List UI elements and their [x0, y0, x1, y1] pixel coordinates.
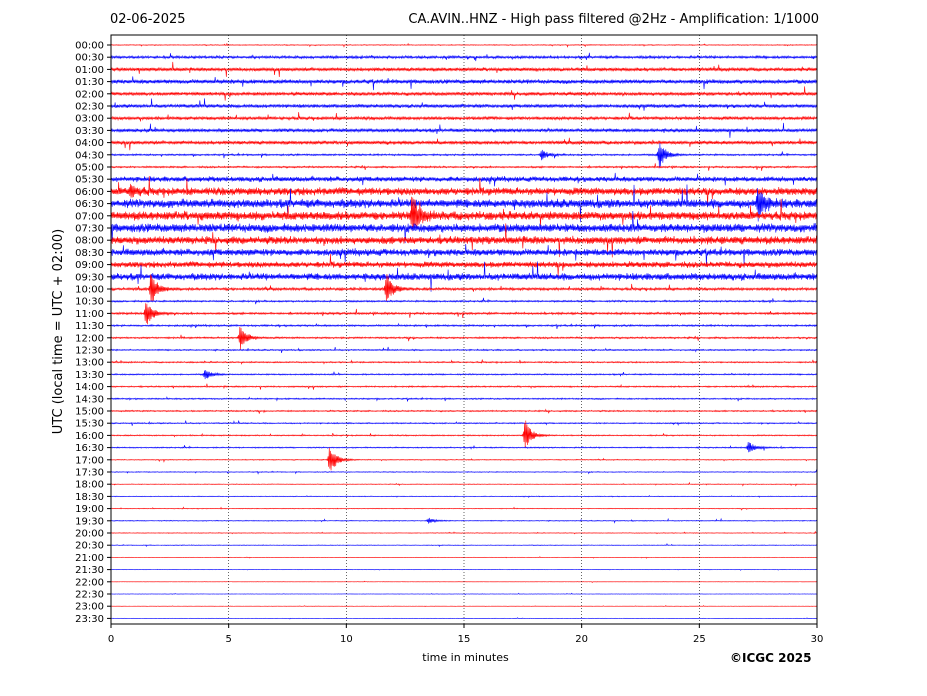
- y-tick-label: 09:00: [75, 260, 104, 271]
- y-tick-label: 17:00: [75, 455, 104, 466]
- y-tick-label: 10:00: [75, 285, 104, 296]
- trace-23:30: [110, 617, 818, 620]
- y-tick-label: 17:30: [75, 468, 104, 479]
- y-tick-label: 10:30: [75, 297, 104, 308]
- chart-title: CA.AVIN..HNZ - High pass filtered @2Hz -…: [408, 12, 819, 27]
- y-tick-label: 02:00: [75, 89, 104, 100]
- y-tick-label: 01:00: [75, 65, 104, 76]
- x-axis-label: time in minutes: [422, 651, 509, 664]
- y-tick-label: 11:00: [75, 309, 104, 320]
- y-tick-label: 16:00: [75, 431, 104, 442]
- trace-17:30: [110, 469, 818, 475]
- trace-18:00: [110, 481, 818, 487]
- trace-07:00: [110, 196, 818, 232]
- y-tick-label: 03:30: [75, 126, 104, 137]
- y-tick-label: 07:00: [75, 211, 104, 222]
- y-tick-label: 16:30: [75, 443, 104, 454]
- x-axis: 0 5 10 15 20 25 30: [108, 624, 824, 645]
- y-tick-label: 04:00: [75, 138, 104, 149]
- x-tick-label: 25: [693, 634, 706, 645]
- x-tick-label: 0: [108, 634, 114, 645]
- trace-01:00: [110, 61, 818, 78]
- y-tick-label: 20:30: [75, 541, 104, 552]
- y-tick-label: 18:00: [75, 480, 104, 491]
- y-tick-label: 06:30: [75, 199, 104, 210]
- y-tick-label: 20:00: [75, 529, 104, 540]
- y-tick-label: 14:30: [75, 394, 104, 405]
- y-tick-label: 23:00: [75, 602, 104, 613]
- y-tick-label: 05:30: [75, 175, 104, 186]
- y-tick-label: 23:30: [75, 614, 104, 625]
- trace-14:30: [110, 396, 818, 402]
- y-tick-label: 13:30: [75, 370, 104, 381]
- trace-15:30: [110, 420, 818, 426]
- y-tick-label: 12:00: [75, 333, 104, 344]
- trace-18:30: [110, 494, 818, 499]
- trace-group: [110, 42, 818, 620]
- y-tick-label: 18:30: [75, 492, 104, 503]
- x-tick-label: 20: [575, 634, 588, 645]
- trace-16:30: [110, 441, 818, 453]
- trace-02:30: [110, 98, 818, 111]
- y-tick-label: 04:30: [75, 150, 104, 161]
- y-tick-label: 01:30: [75, 77, 104, 88]
- y-tick-label: 08:00: [75, 236, 104, 247]
- y-tick-label: 21:00: [75, 553, 104, 564]
- trace-00:30: [110, 52, 818, 62]
- trace-23:00: [110, 605, 818, 608]
- trace-15:00: [110, 408, 818, 414]
- y-tick-label: 05:00: [75, 163, 104, 174]
- y-tick-label: 22:30: [75, 590, 104, 601]
- trace-05:30: [110, 172, 818, 187]
- y-tick-label: 06:00: [75, 187, 104, 198]
- y-tick-label: 21:30: [75, 565, 104, 576]
- trace-01:30: [110, 76, 818, 91]
- x-tick-label: 30: [811, 634, 824, 645]
- y-tick-label: 00:30: [75, 53, 104, 64]
- y-axis-label: UTC (local time = UTC + 02:00): [51, 229, 66, 434]
- y-tick-label: 09:30: [75, 272, 104, 283]
- trace-22:30: [110, 592, 818, 596]
- credit-text: ©ICGC 2025: [730, 651, 812, 665]
- x-tick-label: 5: [225, 634, 231, 645]
- trace-13:00: [110, 359, 818, 365]
- y-tick-label: 22:00: [75, 577, 104, 588]
- y-tick-label: 02:30: [75, 102, 104, 113]
- y-tick-label: 13:00: [75, 358, 104, 369]
- trace-00:00: [110, 42, 818, 48]
- trace-17:00: [110, 447, 818, 471]
- chart-date: 02-06-2025: [110, 12, 186, 27]
- x-tick-label: 10: [340, 634, 353, 645]
- y-tick-label: 07:30: [75, 224, 104, 235]
- y-tick-label: 11:30: [75, 321, 104, 332]
- trace-11:00: [110, 303, 818, 325]
- trace-04:00: [110, 137, 818, 151]
- trace-10:30: [110, 297, 818, 305]
- y-tick-label: 15:30: [75, 419, 104, 430]
- y-tick-label: 19:00: [75, 504, 104, 515]
- y-tick-label: 12:30: [75, 346, 104, 357]
- trace-19:00: [110, 506, 818, 511]
- x-tick-label: 15: [458, 634, 471, 645]
- trace-06:00: [110, 175, 818, 207]
- y-tick-label: 14:00: [75, 382, 104, 393]
- y-tick-label: 03:00: [75, 114, 104, 125]
- y-tick-label: 19:30: [75, 516, 104, 527]
- y-tick-label: 15:00: [75, 407, 104, 418]
- trace-16:00: [110, 420, 818, 448]
- grid-lines: [228, 35, 700, 624]
- y-tick-label: 08:30: [75, 248, 104, 259]
- y-tick-label: 00:00: [75, 41, 104, 52]
